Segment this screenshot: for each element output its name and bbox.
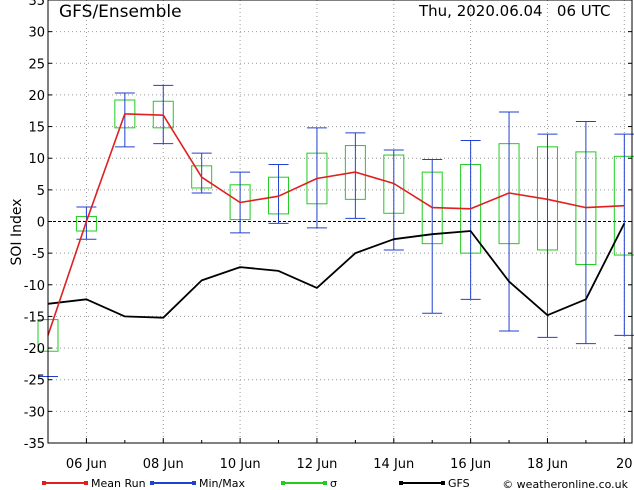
header: GFS/Ensemble Thu, 2020.06.04 06 UTC: [59, 2, 611, 22]
mean-series-line: [47, 113, 625, 336]
x-tick-label: 12 Jun: [296, 457, 337, 472]
sigma-legend-marker: [323, 481, 327, 485]
minmax-legend-label: Min/Max: [199, 477, 245, 490]
minmax-legend-marker: [192, 481, 196, 485]
sigma-legend-marker: [281, 481, 285, 485]
mean-legend-marker: [42, 481, 46, 485]
grid-layer: [48, 0, 632, 443]
sigma-legend-label: σ: [330, 477, 337, 490]
x-tick-label: 10 Jun: [220, 457, 261, 472]
gfs-series-line: [47, 222, 626, 319]
minmax-bars: [38, 84, 634, 378]
axis-layer: -35 -30 -25 -20 -15 -10 -5 0 5 10 15 20 25 30 35 06 Jun…: [24, 0, 633, 472]
x-tick-label: 16 Jun: [450, 457, 491, 472]
y-tick-label: 0: [37, 216, 45, 231]
gfs-legend-marker: [441, 481, 445, 485]
y-tick-label: -10: [24, 279, 45, 294]
y-tick-label: -30: [24, 405, 45, 420]
gfs-legend-marker: [399, 481, 403, 485]
y-tick-label: 15: [28, 121, 45, 136]
y-tick-label: 25: [28, 57, 45, 72]
y-tick-label: -35: [24, 437, 45, 452]
y-axis-label: SOI Index: [9, 198, 25, 265]
x-tick-label: 20: [616, 457, 633, 472]
y-tick-label: 5: [37, 184, 45, 199]
y-tick-label: -15: [24, 310, 45, 325]
y-tick-label: 35: [28, 0, 45, 9]
y-tick-label: 20: [28, 89, 45, 104]
y-tick-label: -20: [24, 342, 45, 357]
series-lines: [47, 113, 626, 336]
x-tick-label: 14 Jun: [373, 457, 414, 472]
mean-legend-label: Mean Run: [91, 477, 146, 490]
x-tick-label: 18 Jun: [527, 457, 568, 472]
y-tick-label: 10: [28, 152, 45, 167]
x-tick-label: 08 Jun: [143, 457, 184, 472]
credit-text: © weatheronline.co.uk: [502, 478, 628, 490]
x-tick-label: 06 Jun: [66, 457, 107, 472]
y-tick-label: -5: [32, 247, 45, 262]
chart-datetime: Thu, 2020.06.04 06 UTC: [418, 2, 611, 20]
mean-legend-marker: [84, 481, 88, 485]
chart-title: GFS/Ensemble: [59, 2, 182, 22]
minmax-legend-marker: [150, 481, 154, 485]
gfs-legend-label: GFS: [448, 477, 470, 490]
y-tick-label: 30: [28, 26, 45, 41]
y-tick-label: -25: [24, 374, 45, 389]
legend: Mean Run Min/Max σ GFS: [42, 477, 470, 490]
